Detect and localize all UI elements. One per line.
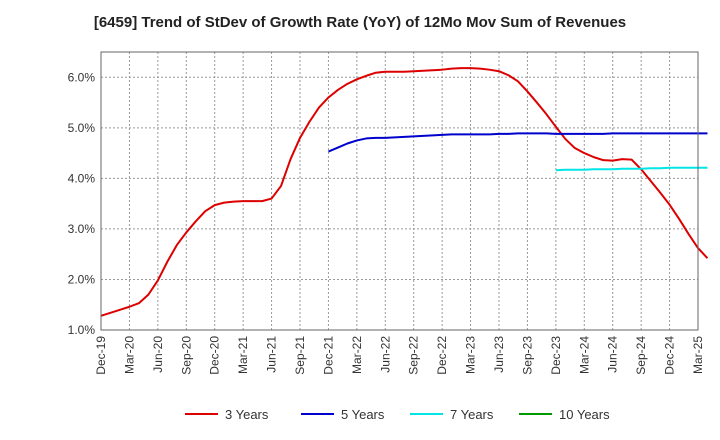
x-tick-label: Mar-25 (691, 336, 705, 374)
legend-label-7-years: 7 Years (450, 407, 494, 422)
legend: 3 Years 5 Years 7 Years 10 Years (185, 407, 610, 422)
x-tick-label: Jun-20 (151, 336, 165, 373)
legend-label-5-years: 5 Years (341, 407, 385, 422)
x-tick-label: Mar-21 (236, 336, 250, 374)
x-tick-label: Dec-19 (94, 336, 108, 375)
y-tick-label: 1.0% (68, 323, 96, 337)
x-tick-label: Dec-24 (663, 336, 677, 375)
y-tick-label: 3.0% (68, 222, 96, 236)
plot-area (101, 52, 698, 330)
x-tick-label: Dec-21 (321, 336, 335, 375)
y-tick-label: 2.0% (68, 272, 96, 286)
series-line-7-years (555, 166, 708, 172)
x-tick-label: Sep-22 (407, 336, 421, 375)
x-tick-label: Dec-23 (549, 336, 563, 375)
x-tick-label: Sep-21 (293, 336, 307, 375)
x-tick-label: Jun-22 (378, 336, 392, 373)
x-tick-label: Dec-22 (435, 336, 449, 375)
x-tick-label: Mar-23 (464, 336, 478, 374)
x-tick-label: Sep-23 (520, 336, 534, 375)
x-tick-label: Sep-24 (634, 336, 648, 375)
x-tick-label: Jun-23 (492, 336, 506, 373)
series-line-5-years (328, 132, 708, 153)
axis-layer: Dec-19 Mar-20 Jun-20 Sep-20 Dec-20 Mar-21 Jun-… (68, 70, 705, 374)
x-tick-label: Sep-20 (179, 336, 193, 375)
x-tick-label: Mar-20 (122, 336, 136, 374)
plot-frame (100, 51, 699, 331)
x-tick-label: Mar-22 (350, 336, 364, 374)
y-tick-label: 6.0% (68, 70, 96, 84)
series-line-3-years (100, 67, 709, 317)
legend-label-3-years: 3 Years (225, 407, 269, 422)
x-tick-label: Dec-20 (208, 336, 222, 375)
series-layer (100, 67, 709, 317)
y-tick-label: 5.0% (68, 121, 96, 135)
x-tick-label: Jun-21 (265, 336, 279, 373)
chart-title: [6459] Trend of StDev of Growth Rate (Yo… (93, 14, 627, 31)
x-tick-label: Mar-24 (577, 336, 591, 374)
legend-label-10-years: 10 Years (559, 407, 610, 422)
x-tick-label: Jun-24 (606, 336, 620, 373)
y-tick-label: 4.0% (68, 171, 96, 185)
